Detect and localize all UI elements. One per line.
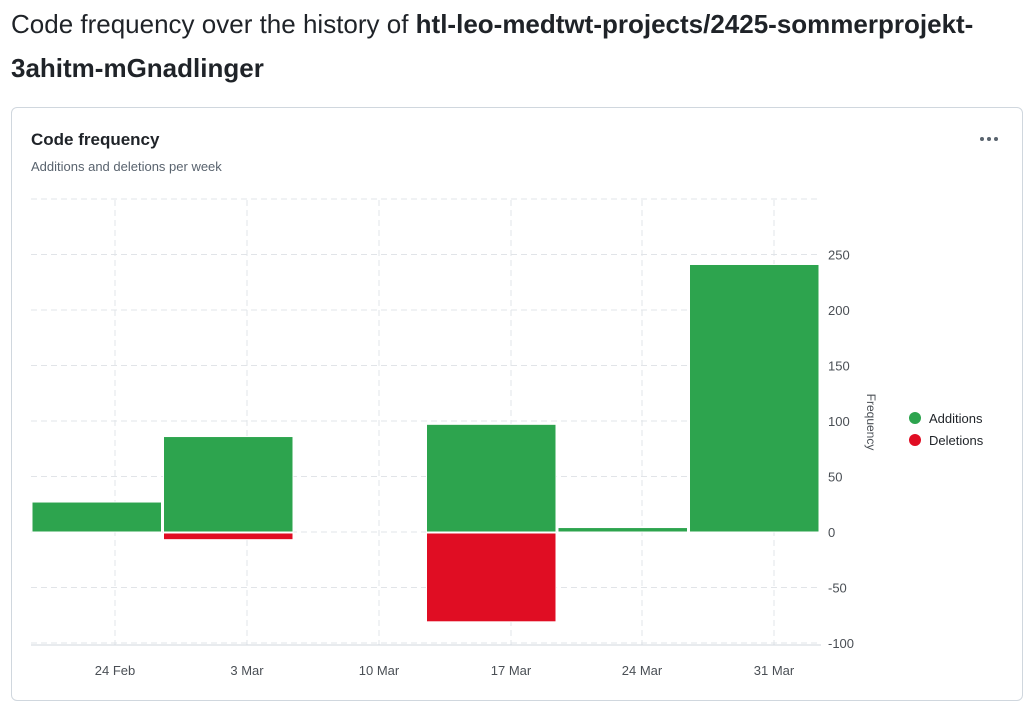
y-tick-label: 150 [828,359,850,374]
kebab-horizontal-icon [980,137,998,141]
y-tick-label: 200 [828,303,850,318]
y-axis-title: Frequency [864,394,878,451]
code-frequency-card: Code frequency Additions and deletions p… [11,107,1023,701]
additions-bar-2025-02-17 [31,501,162,533]
card-subtitle: Additions and deletions per week [31,159,222,174]
legend-item-deletions[interactable]: Deletions [909,429,983,451]
chart-axes: 24 Feb 3 Mar 10 Mar 17 Mar 24 Mar 31 Mar 250 20… [31,248,878,678]
chart-bars [31,263,820,623]
page-title-prefix: Code frequency over the history of [11,9,416,39]
chart-legend: Additions Deletions [909,407,983,451]
x-tick-label: 3 Mar [230,663,264,678]
more-options-button[interactable] [972,126,1006,152]
y-tick-label: 0 [828,525,835,540]
x-tick-label: 24 Feb [95,663,135,678]
code-frequency-chart: 24 Feb 3 Mar 10 Mar 17 Mar 24 Mar 31 Mar 250 20… [31,198,878,678]
additions-bar-2025-03-10 [426,423,557,533]
legend-additions-label: Additions [929,410,983,426]
page-title: Code frequency over the history of htl-l… [11,2,1011,90]
y-tick-label: -50 [828,581,847,596]
legend-deletions-label: Deletions [929,432,984,448]
y-tick-label: 250 [828,248,850,263]
deletions-bar-2025-02-24 [163,532,294,541]
deletions-bar-2025-03-10 [426,532,557,623]
x-tick-label: 17 Mar [491,663,532,678]
y-tick-label: 100 [828,414,850,429]
repository-name[interactable]: htl-leo-medtwt-projects/2425-sommerproje… [11,9,974,83]
additions-bar-2025-02-24 [163,436,294,533]
additions-bar-2025-03-17 [557,527,688,533]
x-tick-label: 31 Mar [754,663,795,678]
additions-bar-2025-03-24 [689,263,820,533]
x-tick-label: 10 Mar [359,663,400,678]
card-title: Code frequency [31,130,160,149]
legend-item-additions[interactable]: Additions [909,407,983,429]
y-tick-label: -100 [828,636,854,651]
legend-deletions-dot [909,434,921,446]
x-tick-label: 24 Mar [622,663,663,678]
y-tick-label: 50 [828,470,842,485]
legend-additions-dot [909,412,921,424]
